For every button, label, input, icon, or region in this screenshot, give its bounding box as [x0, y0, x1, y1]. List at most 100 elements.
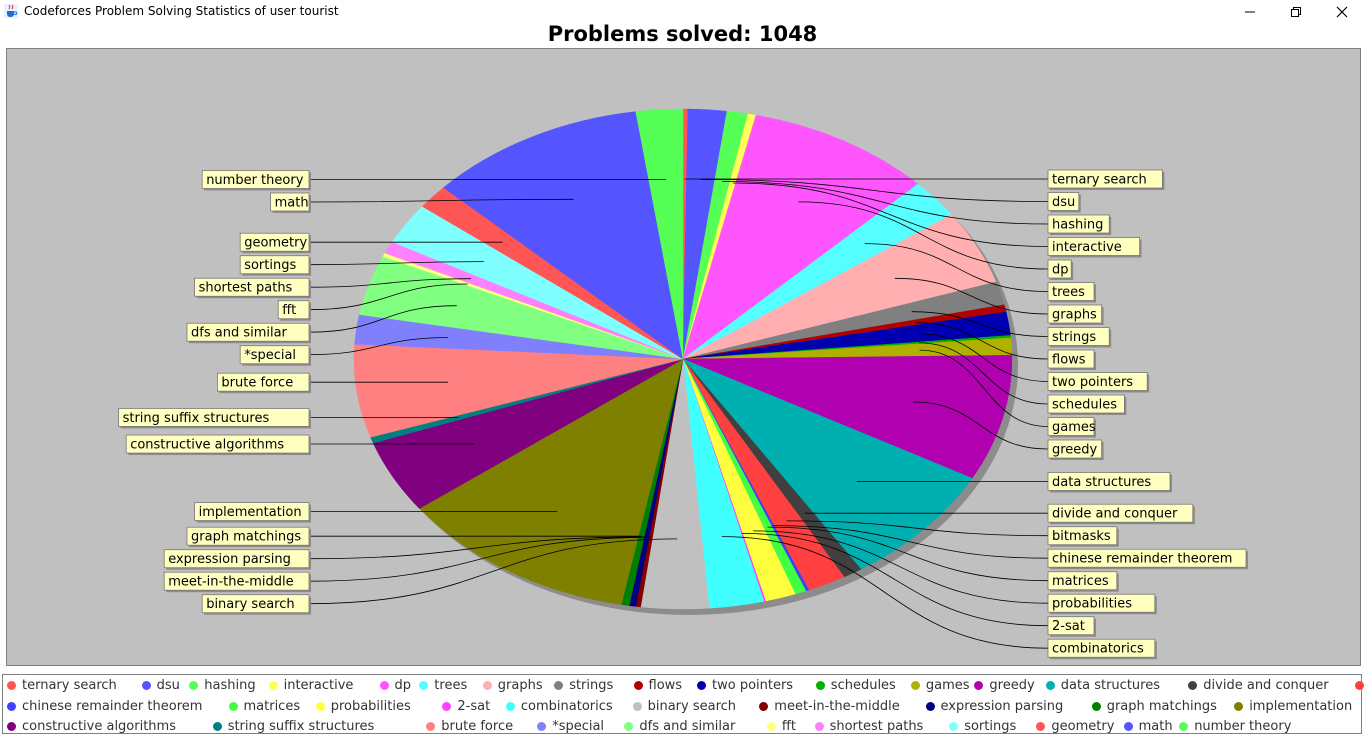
slice-label-box — [194, 502, 310, 521]
slice-label-fft: fft — [282, 303, 296, 318]
minimize-button[interactable] — [1227, 0, 1273, 24]
legend-label: number theory — [1194, 719, 1292, 734]
label-link — [308, 337, 448, 356]
legend-swatch — [426, 722, 436, 731]
legend-label: probabilities — [330, 698, 411, 714]
label-link — [308, 198, 574, 203]
legend-swatch — [815, 681, 825, 690]
pie-slice-greedy — [682, 355, 1013, 479]
slice-label-box — [1047, 372, 1148, 391]
label-link — [732, 182, 1049, 247]
slice-label-trees: trees — [1052, 285, 1085, 300]
legend-swatch — [632, 701, 642, 711]
slice-label-expression-parsing: expression parsing — [168, 552, 291, 567]
pie-slice-brute-force — [353, 343, 684, 438]
slice-label-ternary-search: ternary search — [1052, 173, 1147, 188]
java-cup-icon — [4, 4, 18, 18]
slice-label-hashing: hashing — [1052, 218, 1103, 233]
legend-label: matrices — [243, 698, 301, 714]
window-title: Codeforces Problem Solving Statistics of… — [24, 4, 339, 18]
legend-swatch — [228, 701, 238, 711]
label-link — [894, 277, 1049, 315]
legend: ternary search dsu hashing interactive dp tre… — [2, 674, 1364, 734]
legend-item-implementation: implementation — [1234, 699, 1352, 714]
slice-label-brute-force: brute force — [221, 376, 293, 391]
label-link — [741, 533, 1049, 627]
slice-label-bitmasks: bitmasks — [1052, 529, 1111, 544]
label-link — [700, 179, 1049, 202]
slice-label-box — [1047, 526, 1118, 546]
slice-label-box — [1047, 571, 1118, 591]
close-button[interactable] — [1319, 0, 1365, 24]
legend-swatch — [7, 681, 16, 690]
slice-label-special: *special — [244, 348, 296, 363]
legend-label: fft — [781, 719, 796, 734]
slice-label-box — [1047, 394, 1125, 414]
label-link — [919, 349, 1049, 427]
legend-swatch — [766, 722, 776, 731]
legend-item-strings: strings — [554, 679, 613, 693]
legend-label: geometry — [1051, 719, 1115, 734]
legend-label: greedy — [989, 678, 1035, 693]
legend-label: brute force — [441, 719, 514, 734]
legend-item-combinatorics: combinatorics — [505, 699, 613, 714]
legend-swatch — [141, 681, 151, 690]
slice-label-2-sat: 2-sat — [1052, 619, 1085, 634]
legend-item-special: *special — [537, 720, 604, 734]
slice-label-box — [194, 277, 310, 297]
legend-item-expression-parsing: expression parsing — [925, 699, 1063, 714]
slice-label-box — [1047, 616, 1095, 636]
legend-item-greedy: greedy — [974, 678, 1035, 693]
slice-label-box — [1047, 192, 1080, 211]
legend-label: constructive algorithms — [22, 719, 176, 734]
legend-item-interactive: interactive — [268, 679, 353, 693]
label-link — [912, 401, 1049, 450]
label-link — [308, 261, 484, 266]
restore-button[interactable] — [1273, 0, 1319, 24]
legend-item-string-suffix-structures: string suffix structures — [212, 719, 375, 734]
label-link — [722, 181, 1049, 225]
slice-label-dfs-and-similar: dfs and similar — [191, 326, 288, 341]
legend-item-flows: flows — [633, 679, 682, 693]
slice-label-box — [216, 372, 310, 392]
legend-label: math — [1138, 719, 1173, 734]
label-link — [772, 525, 1049, 559]
slice-label-flows: flows — [1052, 353, 1086, 368]
slice-label-box — [125, 434, 310, 454]
legend-swatch — [537, 722, 547, 731]
slice-label-box — [270, 192, 310, 212]
slice-label-greedy: greedy — [1052, 443, 1098, 458]
label-link — [911, 311, 1049, 337]
slice-label-graph-matchings: graph matchings — [191, 530, 301, 545]
slice-label-string-suffix-structures: string suffix structures — [123, 411, 270, 426]
legend-swatch — [268, 681, 278, 690]
slice-label-box — [1047, 237, 1140, 256]
legend-swatch — [505, 701, 515, 711]
slice-label-box — [201, 170, 310, 189]
legend-swatch — [1354, 681, 1364, 690]
legend-label: schedules — [830, 678, 896, 693]
legend-item-math: math — [1123, 719, 1173, 734]
legend-label: dfs and similar — [639, 719, 736, 734]
slice-label-constructive-algorithms: constructive algorithms — [130, 438, 284, 453]
plot-area: ternary search dsu hashing interactive dp tre… — [6, 48, 1361, 666]
slice-label-data-structures: data structures — [1052, 475, 1151, 490]
legend-item-dp: dp — [379, 679, 411, 693]
slice-label-math: math — [275, 195, 309, 210]
slice-label-box — [163, 549, 310, 569]
slice-label-chinese-remainder-theorem: chinese remainder theorem — [1052, 552, 1232, 567]
legend-label: chinese remainder theorem — [22, 698, 203, 714]
legend-swatch — [419, 681, 429, 690]
legend-item-geometry: geometry — [1036, 720, 1114, 734]
label-link — [308, 536, 647, 560]
legend-label: string suffix structures — [227, 719, 375, 734]
slice-label-box — [186, 322, 310, 342]
title-bar: Codeforces Problem Solving Statistics of… — [0, 0, 1365, 24]
slice-label-geometry: geometry — [244, 236, 307, 251]
legend-item-dfs-and-similar: dfs and similar — [624, 720, 735, 734]
legend-label: binary search — [647, 698, 737, 714]
slice-label-box — [1047, 548, 1247, 568]
legend-item-2-sat: 2-sat — [442, 699, 490, 714]
legend-item-fft: fft — [766, 719, 796, 734]
legend-swatch — [949, 722, 959, 731]
